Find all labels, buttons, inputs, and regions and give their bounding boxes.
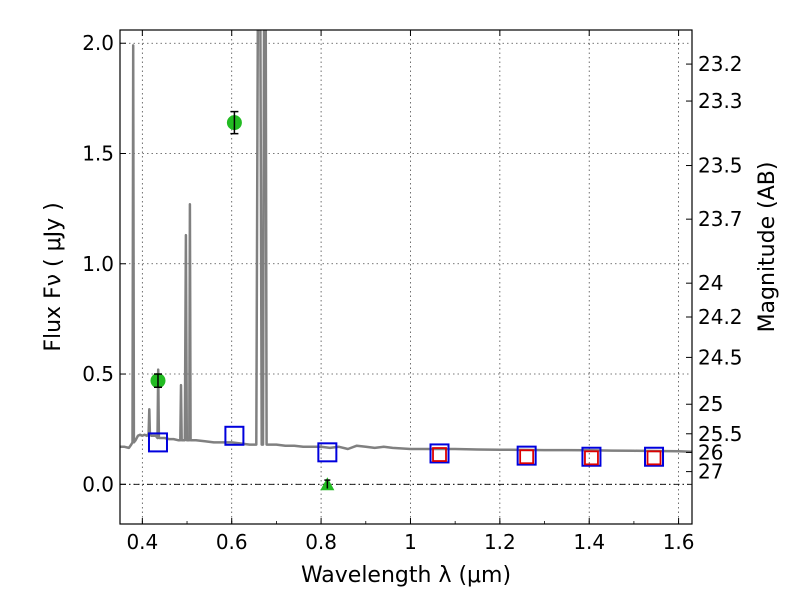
- model-spectrum-group: [120, 30, 692, 453]
- axis-ticks: [120, 30, 692, 524]
- mag-tick-label: 27: [698, 460, 723, 484]
- x-tick-label: 0.4: [126, 530, 158, 554]
- x-tick-label: 0.8: [305, 530, 337, 554]
- observed-flux-square: [584, 450, 599, 466]
- mag-tick-label: 23.3: [698, 89, 743, 113]
- x-tick-label: 1.6: [663, 530, 695, 554]
- y-axis-label: Flux Fν ( μJy ): [41, 202, 66, 351]
- mag-tick-label: 23.5: [698, 154, 743, 178]
- y-tick-label: 1.5: [82, 142, 114, 166]
- y2-axis-label: Magnitude (AB): [755, 162, 780, 333]
- tick-labels: 0.4 0.6 0.8 1 1.2 1.4 1.6 0.0 0.5 1.0 1.5 2.0 23.2 23…: [82, 31, 742, 554]
- model-flux-square: [224, 425, 245, 446]
- data-markers: [147, 110, 665, 491]
- mag-tick-label: 24.5: [698, 345, 743, 369]
- model-flux-square: [581, 446, 602, 467]
- model-flux-square: [644, 446, 665, 467]
- model-flux-square: [147, 432, 168, 453]
- plot-frame: [119, 29, 693, 525]
- observed-flux-square: [519, 449, 535, 465]
- observed-flux-square: [646, 450, 662, 466]
- y-tick-label: 1.0: [82, 252, 114, 276]
- x-tick-label: 1: [404, 530, 417, 554]
- mag-tick-label: 25: [698, 392, 723, 416]
- x-tick-label: 0.6: [216, 530, 248, 554]
- y-tick-label: 0.0: [82, 472, 114, 496]
- mag-tick-label: 25.5: [698, 422, 743, 446]
- model-flux-square: [317, 442, 338, 463]
- model-flux-square: [516, 445, 537, 466]
- y-tick-label: 0.5: [82, 362, 114, 386]
- observed-flux-square: [432, 447, 447, 462]
- mag-tick-label: 24.2: [698, 305, 743, 329]
- model-flux-square: [429, 443, 450, 464]
- mag-tick-label: 23.2: [698, 52, 743, 76]
- y-tick-label: 2.0: [82, 31, 114, 55]
- mag-tick-label: 24: [698, 271, 723, 295]
- model-spectrum-line: [120, 30, 692, 453]
- x-axis-label: Wavelength λ (μm): [301, 563, 511, 588]
- mag-tick-label: 23.7: [698, 207, 743, 231]
- x-tick-label: 1.4: [573, 530, 605, 554]
- mag-tick-label: 26: [698, 440, 723, 464]
- x-tick-label: 1.2: [484, 530, 516, 554]
